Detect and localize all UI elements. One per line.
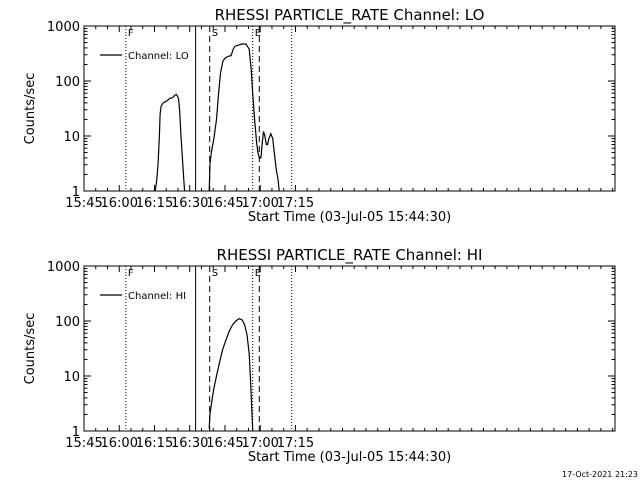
chart2-title: RHESSI PARTICLE_RATE Channel: HI bbox=[217, 246, 483, 265]
chart1-series-line bbox=[154, 93, 186, 192]
chart2-y-axis-label: Counts/sec bbox=[23, 313, 38, 385]
chart2-marker-label: F bbox=[128, 268, 134, 279]
chart1-marker-label: E bbox=[255, 28, 261, 39]
chart2-marker-label: E bbox=[255, 268, 261, 279]
chart2-y-tick-label: 1 bbox=[72, 425, 80, 440]
chart1-x-tick-label: 15:45 bbox=[65, 196, 102, 211]
chart2-x-tick-label: 16:15 bbox=[136, 436, 173, 451]
footer-date: 17-Oct-2021 21:23 bbox=[562, 470, 638, 479]
chart1-legend-label: Channel: LO bbox=[128, 51, 189, 62]
chart2-x-tick-label: 17:15 bbox=[277, 436, 314, 451]
chart2-x-axis-label: Start Time (03-Jul-05 15:44:30) bbox=[248, 450, 451, 465]
chart2-x-tick-label: 16:30 bbox=[171, 436, 208, 451]
chart1-y-tick-label: 100 bbox=[55, 75, 80, 90]
chart2-plot-frame bbox=[83, 265, 616, 432]
chart2-series-line bbox=[208, 318, 254, 432]
chart2-x-tick-label: 15:45 bbox=[65, 436, 102, 451]
chart1-x-tick-label: 16:30 bbox=[171, 196, 208, 211]
chart1-x-axis-label: Start Time (03-Jul-05 15:44:30) bbox=[248, 210, 451, 225]
chart1-x-tick-label: 17:00 bbox=[241, 196, 278, 211]
chart2-x-tick-label: 17:00 bbox=[241, 436, 278, 451]
chart2-y-tick-label: 100 bbox=[55, 315, 80, 330]
chart1-x-tick-label: 16:45 bbox=[206, 196, 243, 211]
chart1-series-line bbox=[208, 43, 280, 192]
chart1-plot-frame bbox=[83, 25, 616, 192]
chart1-x-tick-label: 16:00 bbox=[101, 196, 138, 211]
chart2-y-tick-label: 1000 bbox=[47, 260, 80, 275]
chart1-y-tick-label: 1 bbox=[72, 185, 80, 200]
chart2-legend-label: Channel: HI bbox=[128, 291, 186, 302]
chart1-y-tick-label: 10 bbox=[63, 130, 80, 145]
chart2-x-tick-label: 16:00 bbox=[101, 436, 138, 451]
chart2-marker-label: S bbox=[212, 268, 218, 279]
chart2-y-tick-label: 10 bbox=[63, 370, 80, 385]
chart1-y-tick-label: 1000 bbox=[47, 20, 80, 35]
chart1-y-axis-label: Counts/sec bbox=[23, 73, 38, 145]
chart1-marker-label: S bbox=[212, 28, 218, 39]
chart1-marker-label: F bbox=[128, 28, 134, 39]
chart1-x-tick-label: 17:15 bbox=[277, 196, 314, 211]
chart2-x-tick-label: 16:45 bbox=[206, 436, 243, 451]
chart1-x-tick-label: 16:15 bbox=[136, 196, 173, 211]
chart1-title: RHESSI PARTICLE_RATE Channel: LO bbox=[215, 6, 485, 25]
